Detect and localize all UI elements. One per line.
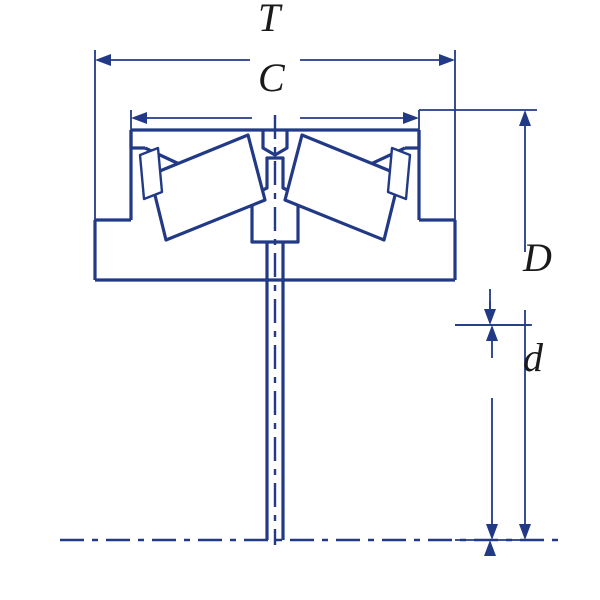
dimension-label-T: T xyxy=(258,0,280,38)
bearing-cross-section-diagram xyxy=(0,0,600,600)
dimension-label-d: d xyxy=(523,338,543,378)
dimension-label-C: C xyxy=(258,58,285,98)
dimension-label-D: D xyxy=(523,238,552,278)
